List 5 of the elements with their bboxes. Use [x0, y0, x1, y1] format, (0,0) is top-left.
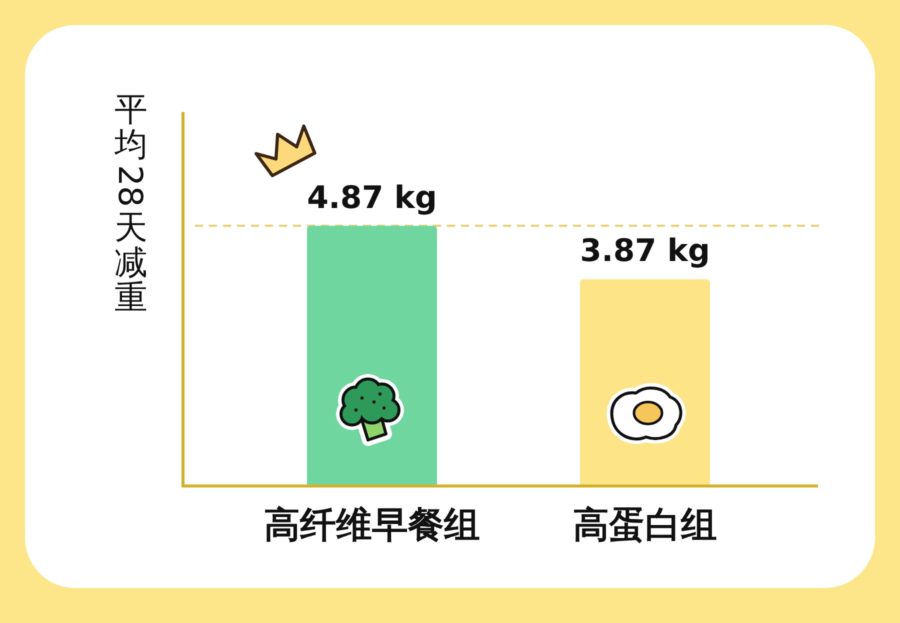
y-axis-title: 平均 28 天减重 [110, 89, 150, 316]
x-tick-label: 高蛋白组 [573, 505, 717, 546]
data-label: 3.87 kg [580, 233, 710, 270]
x-tick-label: 高纤维早餐组 [264, 505, 480, 546]
data-label: 4.87 kg [306, 180, 438, 216]
